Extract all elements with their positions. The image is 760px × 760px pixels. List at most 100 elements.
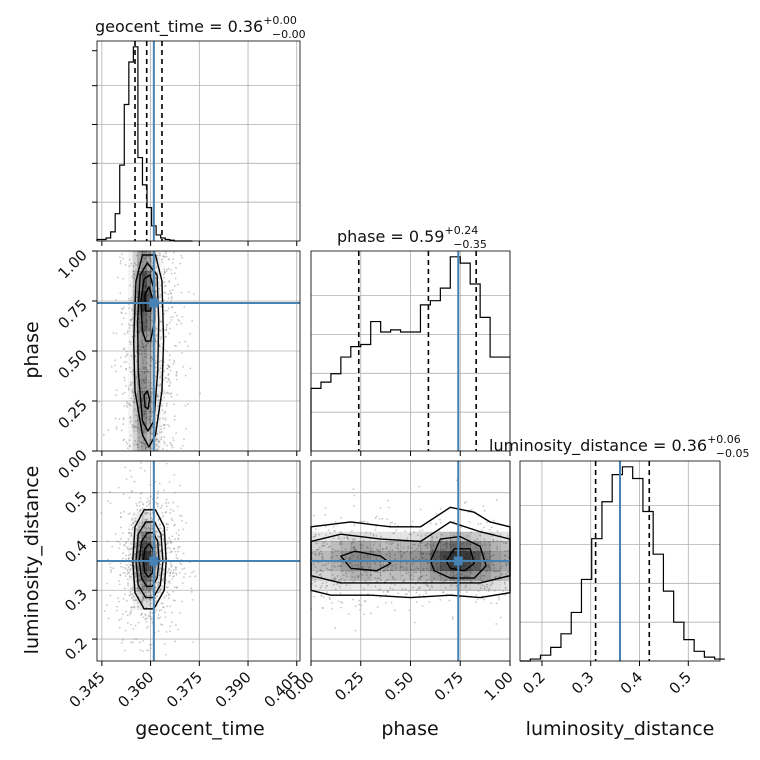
p10-scatter-point: [163, 396, 166, 399]
p10-scatter-point: [168, 307, 170, 310]
p20-scatter-point: [144, 510, 147, 512]
p20-scatter-point: [132, 521, 135, 524]
p10-scatter-point: [187, 345, 189, 348]
p20-scatter-point: [168, 567, 171, 570]
p10-scatter-point: [115, 389, 118, 392]
p21-density-cell: [490, 580, 501, 591]
p21-scatter-point: [385, 566, 388, 569]
p21-scatter-point: [321, 555, 324, 558]
p21-scatter-point: [322, 545, 324, 548]
p10-scatter-point: [155, 449, 158, 451]
p21-scatter-point: [336, 583, 339, 585]
p10-scatter-point: [144, 348, 147, 351]
p10-density-cell: [137, 391, 143, 412]
p21-scatter-point: [344, 548, 347, 551]
p20-scatter-point: [157, 505, 159, 508]
p20-scatter-point: [173, 586, 176, 589]
p10-scatter-point: [175, 432, 178, 435]
p10-scatter-point: [151, 419, 154, 421]
p10-scatter-point: [148, 439, 151, 442]
p21-scatter-point: [477, 522, 480, 525]
p21-scatter-point: [386, 591, 389, 594]
p20-scatter-point: [159, 557, 162, 560]
p10-scatter-point: [158, 345, 161, 348]
p10-scatter-point: [98, 400, 101, 403]
p10-scatter-point: [158, 384, 161, 387]
p20-scatter-point: [127, 538, 130, 541]
p20-scatter-point: [173, 547, 176, 550]
p21-scatter-point: [425, 558, 428, 561]
p10-scatter-point: [168, 279, 171, 282]
p20-density-cell: [128, 522, 133, 532]
p21-scatter-point: [437, 549, 440, 552]
p10-scatter-point: [135, 349, 138, 352]
p20-scatter-point: [168, 574, 171, 577]
p21-scatter-point: [334, 565, 337, 568]
p20-scatter-point: [181, 568, 184, 571]
p10-scatter-point: [156, 438, 159, 441]
p20-scatter-point: [163, 557, 166, 560]
p21-density-cell: [350, 561, 362, 572]
p21-scatter-point: [419, 508, 422, 511]
p10-scatter-point: [135, 375, 138, 378]
p20-scatter-point: [121, 613, 124, 616]
p21-scatter-point: [405, 569, 408, 571]
p10-scatter-point: [163, 256, 166, 259]
p21-density-cell: [430, 580, 441, 591]
p21-scatter-point: [375, 558, 378, 560]
p10-scatter-point: [119, 262, 122, 265]
p20-scatter-point: [142, 587, 145, 590]
p10-scatter-point: [134, 439, 137, 442]
p21-scatter-point: [408, 590, 411, 593]
p21-scatter-point: [381, 517, 384, 520]
p21-density-cell: [320, 580, 332, 591]
p21-scatter-point: [348, 556, 351, 559]
p10-scatter-point: [135, 313, 138, 315]
p20-scatter-point: [128, 532, 130, 534]
p10-scatter-point: [137, 446, 139, 449]
p21-scatter-point: [331, 608, 333, 610]
y-tick-label-phase-1: 0.25: [54, 396, 90, 432]
y-axis-label-luminosity-distance: luminosity_distance: [21, 466, 43, 655]
p21-scatter-point: [388, 552, 391, 555]
p20-scatter-point: [132, 522, 134, 525]
p10-scatter-point: [145, 379, 148, 381]
p20-scatter-point: [138, 528, 141, 531]
p10-scatter-point: [122, 277, 125, 280]
p21-scatter-point: [424, 544, 427, 547]
p21-scatter-point: [468, 521, 471, 523]
p21-density-cell: [311, 570, 322, 581]
p10-scatter-point: [138, 432, 140, 434]
p21-density-cell: [430, 551, 441, 562]
p20-scatter-point: [191, 598, 194, 601]
p21-scatter-point: [490, 602, 493, 605]
p21-scatter-point: [417, 534, 419, 537]
p20-scatter-point: [183, 567, 186, 570]
p21-scatter-point: [333, 530, 336, 532]
p10-scatter-point: [168, 425, 171, 428]
p21-density-cell: [450, 561, 461, 572]
p20-scatter-point: [148, 615, 150, 618]
p21-scatter-point: [413, 531, 416, 534]
p10-scatter-point: [125, 354, 128, 357]
p20-scatter-point: [138, 580, 141, 583]
p21-scatter-point: [358, 599, 361, 602]
p10-scatter-point: [142, 366, 145, 369]
p20-scatter-point: [148, 584, 150, 587]
p20-scatter-point: [110, 571, 112, 574]
p21-density-cell: [311, 561, 322, 572]
p21-density-cell: [490, 541, 501, 552]
p20-scatter-point: [155, 544, 158, 547]
p10-scatter-point: [139, 428, 142, 431]
p21-scatter-point: [429, 543, 432, 546]
p20-scatter-point: [161, 512, 164, 515]
p10-scatter-point: [123, 438, 126, 441]
p20-density-cell: [141, 580, 147, 591]
p10-scatter-point: [123, 306, 125, 309]
p20-scatter-point: [162, 533, 164, 536]
p10-scatter-point: [174, 311, 176, 314]
p20-scatter-point: [133, 480, 136, 483]
p10-scatter-point: [160, 321, 163, 324]
p21-density-cell: [380, 541, 391, 552]
p10-scatter-point: [120, 312, 123, 315]
